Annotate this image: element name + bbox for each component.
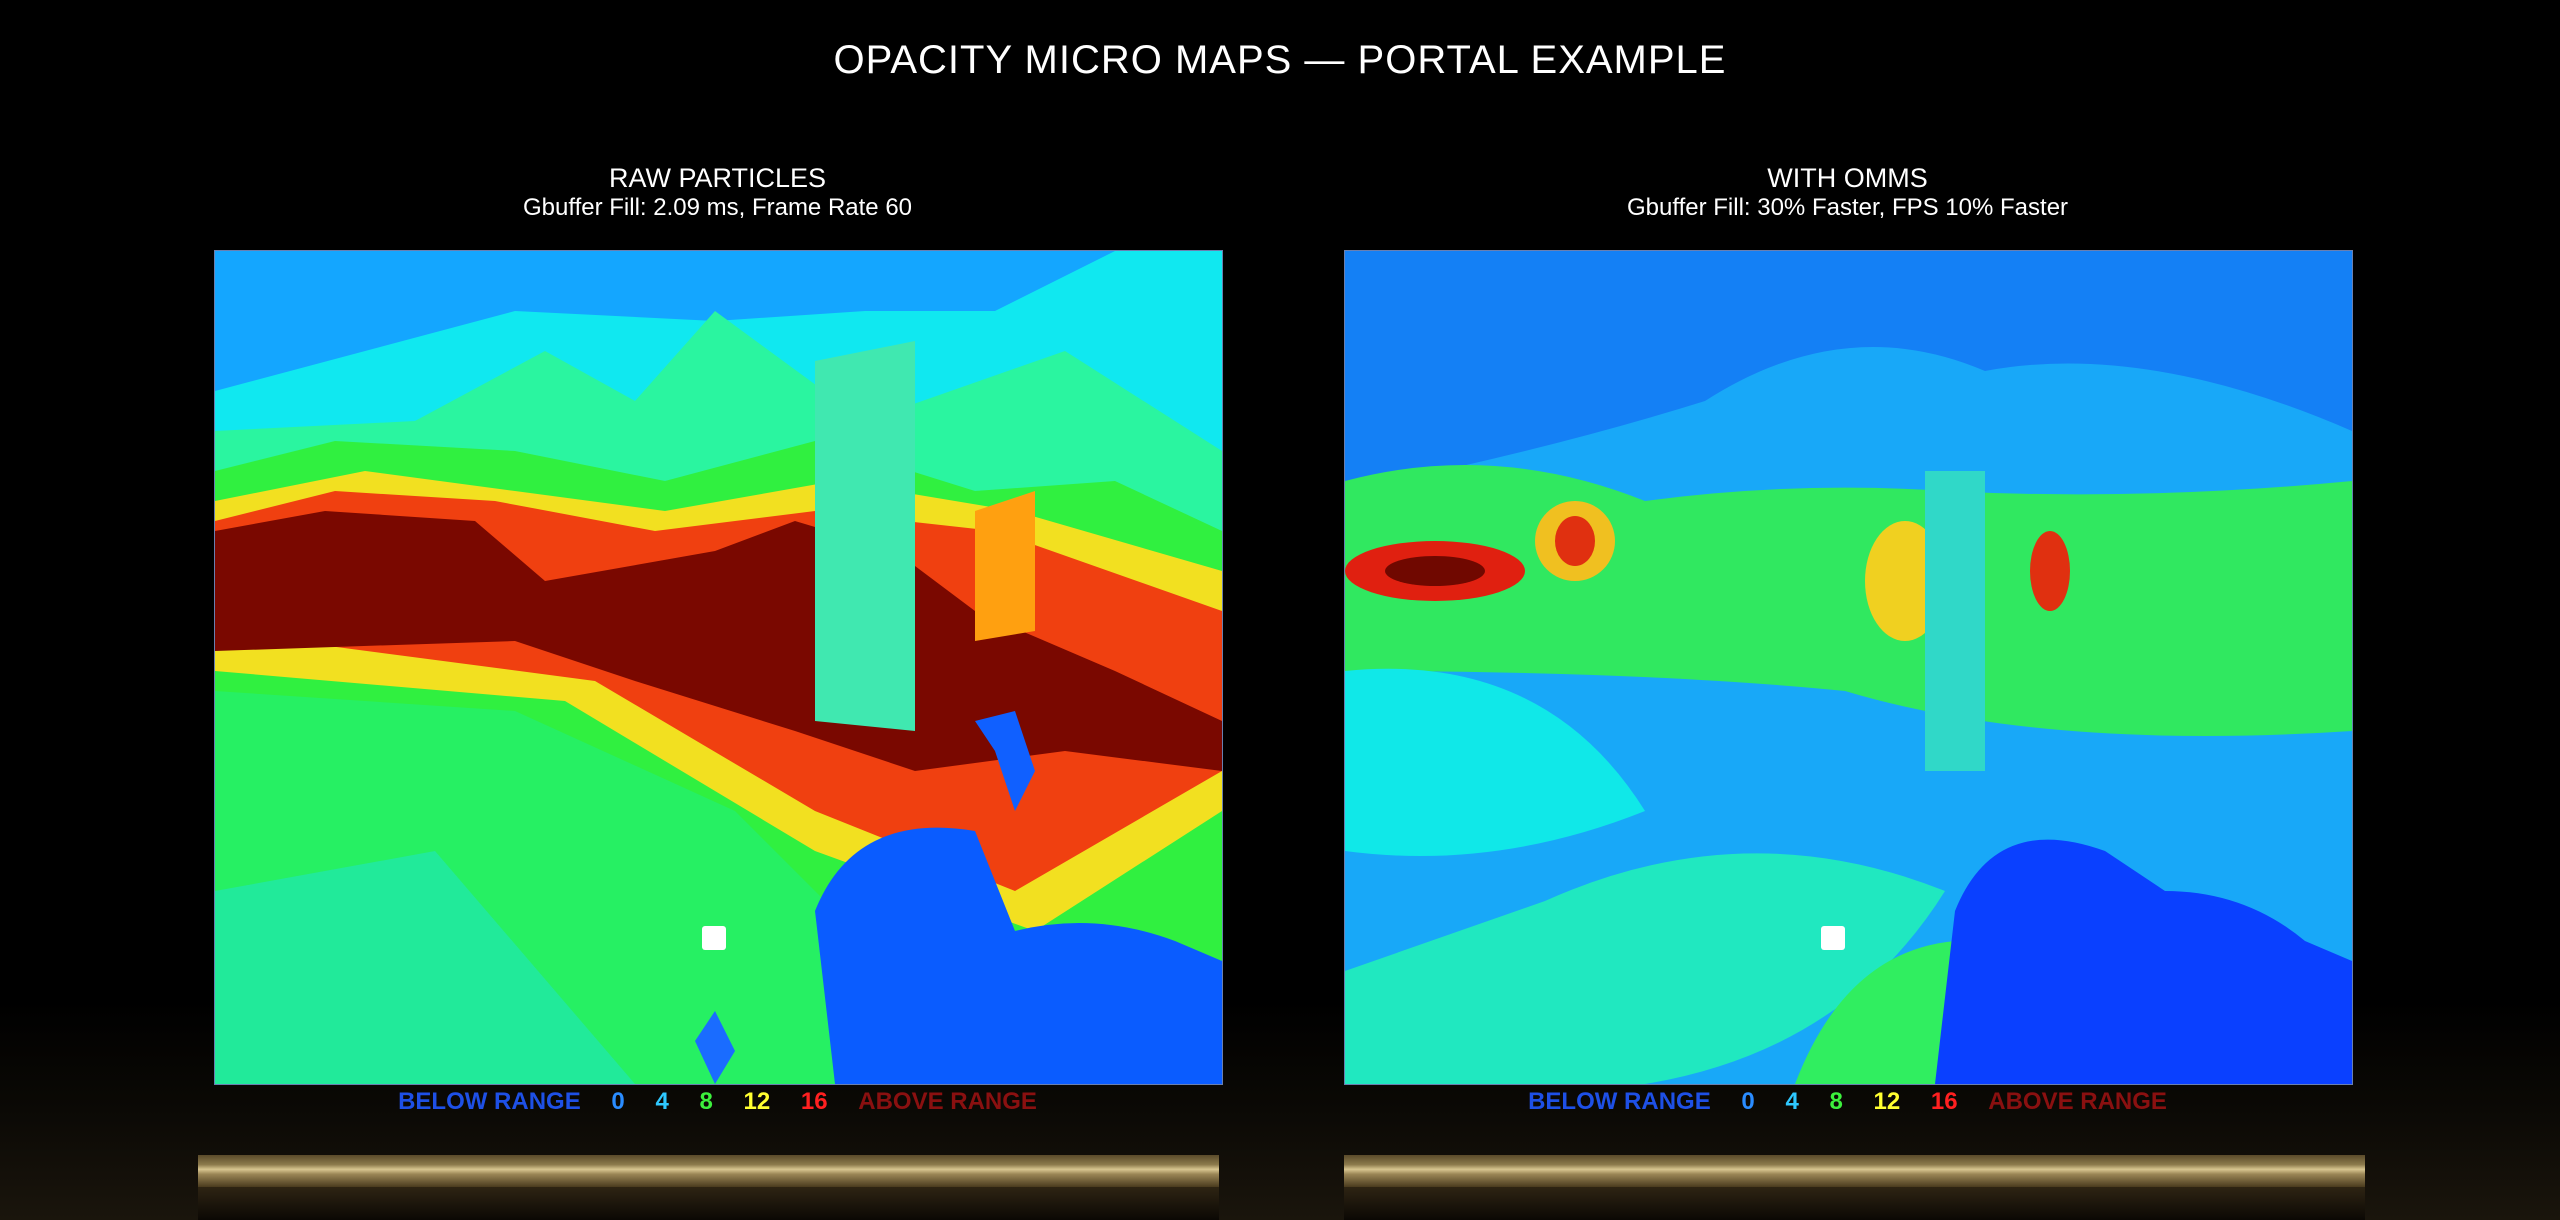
right-color-legend: BELOW RANGE 0 4 8 12 16 ABOVE RANGE <box>1344 1088 2351 1116</box>
legend-above-range: ABOVE RANGE <box>1988 1088 2167 1115</box>
right-pedestal <box>1344 1155 2365 1187</box>
left-pedestal <box>198 1155 1219 1187</box>
left-color-legend: BELOW RANGE 0 4 8 12 16 ABOVE RANGE <box>214 1088 1221 1116</box>
left-panel-heading: RAW PARTICLES <box>608 163 827 193</box>
legend-tick-0: 0 <box>1741 1088 1755 1115</box>
legend-above-range: ABOVE RANGE <box>858 1088 1037 1115</box>
legend-below-range: BELOW RANGE <box>1528 1088 1711 1115</box>
legend-tick-0: 0 <box>611 1088 625 1115</box>
right-panel-subtitle: Gbuffer Fill: 30% Faster, FPS 10% Faster <box>1626 194 2069 221</box>
left-panel-subtitle: Gbuffer Fill: 2.09 ms, Frame Rate 60 <box>522 194 913 221</box>
raw-particles-heatmap <box>214 250 1223 1085</box>
legend-tick-16: 16 <box>1930 1088 1958 1115</box>
legend-tick-8: 8 <box>699 1088 713 1115</box>
with-omms-heatmap <box>1344 250 2353 1085</box>
right-pedestal-shadow <box>1344 1187 2365 1220</box>
legend-tick-4: 4 <box>655 1088 669 1115</box>
legend-tick-16: 16 <box>800 1088 828 1115</box>
legend-tick-12: 12 <box>743 1088 771 1115</box>
legend-tick-12: 12 <box>1873 1088 1901 1115</box>
page-title: OPACITY MICRO MAPS — PORTAL EXAMPLE <box>833 38 1727 82</box>
left-panel-header: RAW PARTICLES Gbuffer Fill: 2.09 ms, Fra… <box>214 163 1221 222</box>
legend-tick-4: 4 <box>1785 1088 1799 1115</box>
legend-tick-8: 8 <box>1829 1088 1843 1115</box>
right-panel-heading: WITH OMMS <box>1767 163 1928 193</box>
right-panel-header: WITH OMMS Gbuffer Fill: 30% Faster, FPS … <box>1344 163 2351 222</box>
legend-below-range: BELOW RANGE <box>398 1088 581 1115</box>
left-pedestal-shadow <box>198 1187 1219 1220</box>
